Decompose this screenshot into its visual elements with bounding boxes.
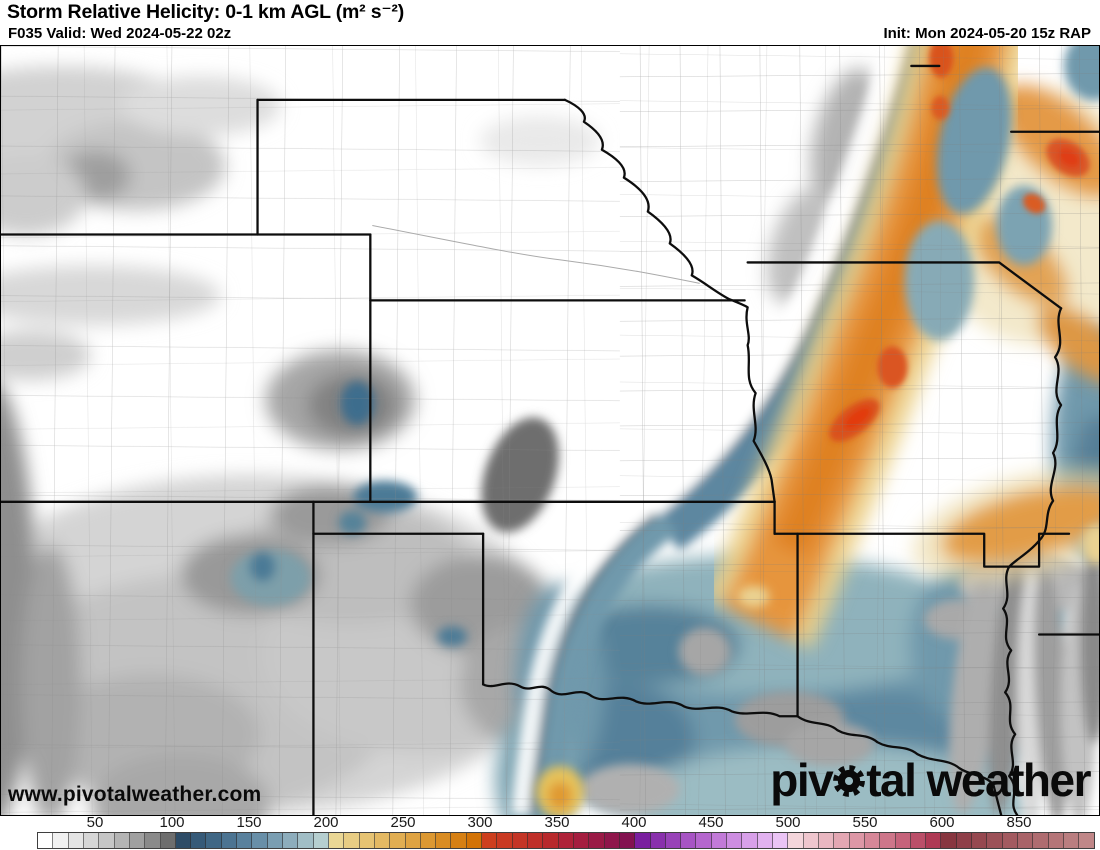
page-title: Storm Relative Helicity: 0-1 km AGL (m² … — [7, 1, 405, 23]
colorbar-cell — [926, 833, 942, 848]
colorbar-cell — [129, 833, 146, 848]
colorbar-cell — [145, 833, 161, 848]
colorbar-tick-label: 350 — [544, 814, 570, 831]
colorbar-tick-label: 250 — [390, 814, 416, 831]
colorbar-cell — [635, 833, 651, 848]
colorbar-cell — [818, 833, 835, 848]
colorbar-cell — [344, 833, 360, 848]
gear-icon — [830, 761, 868, 807]
colorbar-cell — [1063, 833, 1080, 848]
colorbar-cell — [313, 833, 329, 848]
colorbar-cell — [283, 833, 299, 848]
colorbar-tick-label: 400 — [621, 814, 647, 831]
colorbar-cell — [482, 833, 498, 848]
colorbar-cell — [374, 833, 391, 848]
colorbar-cell — [237, 833, 253, 848]
colorbar-cell — [83, 833, 100, 848]
colorbar-tick-label: 200 — [313, 814, 339, 831]
helicity-map — [0, 45, 1100, 816]
colorbar-cell — [757, 833, 773, 848]
colorbar-cell — [68, 833, 84, 848]
colorbar-cell — [497, 833, 513, 848]
colorbar-cell — [160, 833, 176, 848]
colorbar-cell — [1002, 833, 1018, 848]
colorbar-cell — [298, 833, 314, 848]
colorbar-cell — [910, 833, 927, 848]
colorbar-cell — [834, 833, 850, 848]
colorbar-cell — [267, 833, 283, 848]
colorbar-cell — [619, 833, 636, 848]
colorbar-cell — [206, 833, 222, 848]
colorbar-cell — [390, 833, 406, 848]
colorbar-cell — [53, 833, 69, 848]
colorbar-cell — [1018, 833, 1034, 848]
logo-text-tal-weather: tal weather — [866, 754, 1091, 806]
colorbar-cell — [558, 833, 574, 848]
colorbar-cell — [99, 833, 115, 848]
colorbar-cell — [665, 833, 682, 848]
colorbar-tick-label: 600 — [929, 814, 955, 831]
init-time-text: Init: Mon 2024-05-20 15z RAP — [883, 25, 1091, 42]
colorbar-cell — [1048, 833, 1064, 848]
state-borders — [1, 64, 1099, 815]
pivotal-weather-logo: piv tal weather — [770, 754, 1091, 807]
colorbar-cell — [328, 833, 345, 848]
colorbar-tick-label: 300 — [467, 814, 493, 831]
logo-text-piv: piv — [770, 754, 833, 806]
colorbar-cell — [895, 833, 911, 848]
colorbar-cell — [681, 833, 697, 848]
colorbar-cell — [512, 833, 528, 848]
colorbar-tick-label: 50 — [86, 814, 104, 831]
colorbar-cell — [773, 833, 789, 848]
colorbar-cell — [941, 833, 957, 848]
colorbar-cell — [864, 833, 881, 848]
colorbar-cell — [788, 833, 804, 848]
colorbar-cell — [589, 833, 605, 848]
colorbar-cell — [880, 833, 896, 848]
colorbar-cell — [114, 833, 130, 848]
colorbar-cell — [543, 833, 559, 848]
colorbar-cell — [956, 833, 973, 848]
colorbar-cell — [711, 833, 728, 848]
colorbar-cell — [359, 833, 375, 848]
colorbar-cell — [972, 833, 988, 848]
colorbar-cell — [696, 833, 712, 848]
colorbar-cell — [742, 833, 758, 848]
colorbar-cell — [727, 833, 743, 848]
colorbar-cell — [849, 833, 865, 848]
colorbar-cell — [191, 833, 207, 848]
colorbar-tick-label: 500 — [775, 814, 801, 831]
colorbar-tick-label: 100 — [159, 814, 185, 831]
colorbar-cell — [987, 833, 1003, 848]
colorbar-tick-label: 150 — [236, 814, 262, 831]
colorbar-cell — [451, 833, 467, 848]
colorbar-cell — [1079, 833, 1094, 848]
colorbar-cell — [405, 833, 421, 848]
colorbar-tick-label: 850 — [1006, 814, 1032, 831]
colorbar-cell — [1033, 833, 1049, 848]
colorbar-cell — [650, 833, 666, 848]
helicity-map-svg — [1, 46, 1099, 815]
colorbar-cell — [466, 833, 483, 848]
watermark-url: www.pivotalweather.com — [8, 783, 262, 806]
colorbar-tick-label: 450 — [698, 814, 724, 831]
colorbar-cell — [528, 833, 544, 848]
colorbar-cell — [573, 833, 590, 848]
colorbar-tick-label: 550 — [852, 814, 878, 831]
helicity-colorbar — [37, 832, 1095, 849]
colorbar-cell — [420, 833, 437, 848]
colorbar-cell — [604, 833, 620, 848]
colorbar-cell — [175, 833, 192, 848]
colorbar-cell — [221, 833, 238, 848]
county-grid — [1, 46, 1099, 815]
colorbar-cell — [38, 833, 54, 848]
colorbar-cell — [803, 833, 819, 848]
valid-time-text: F035 Valid: Wed 2024-05-22 02z — [8, 25, 232, 42]
colorbar-cell — [252, 833, 268, 848]
colorbar-cell — [436, 833, 452, 848]
